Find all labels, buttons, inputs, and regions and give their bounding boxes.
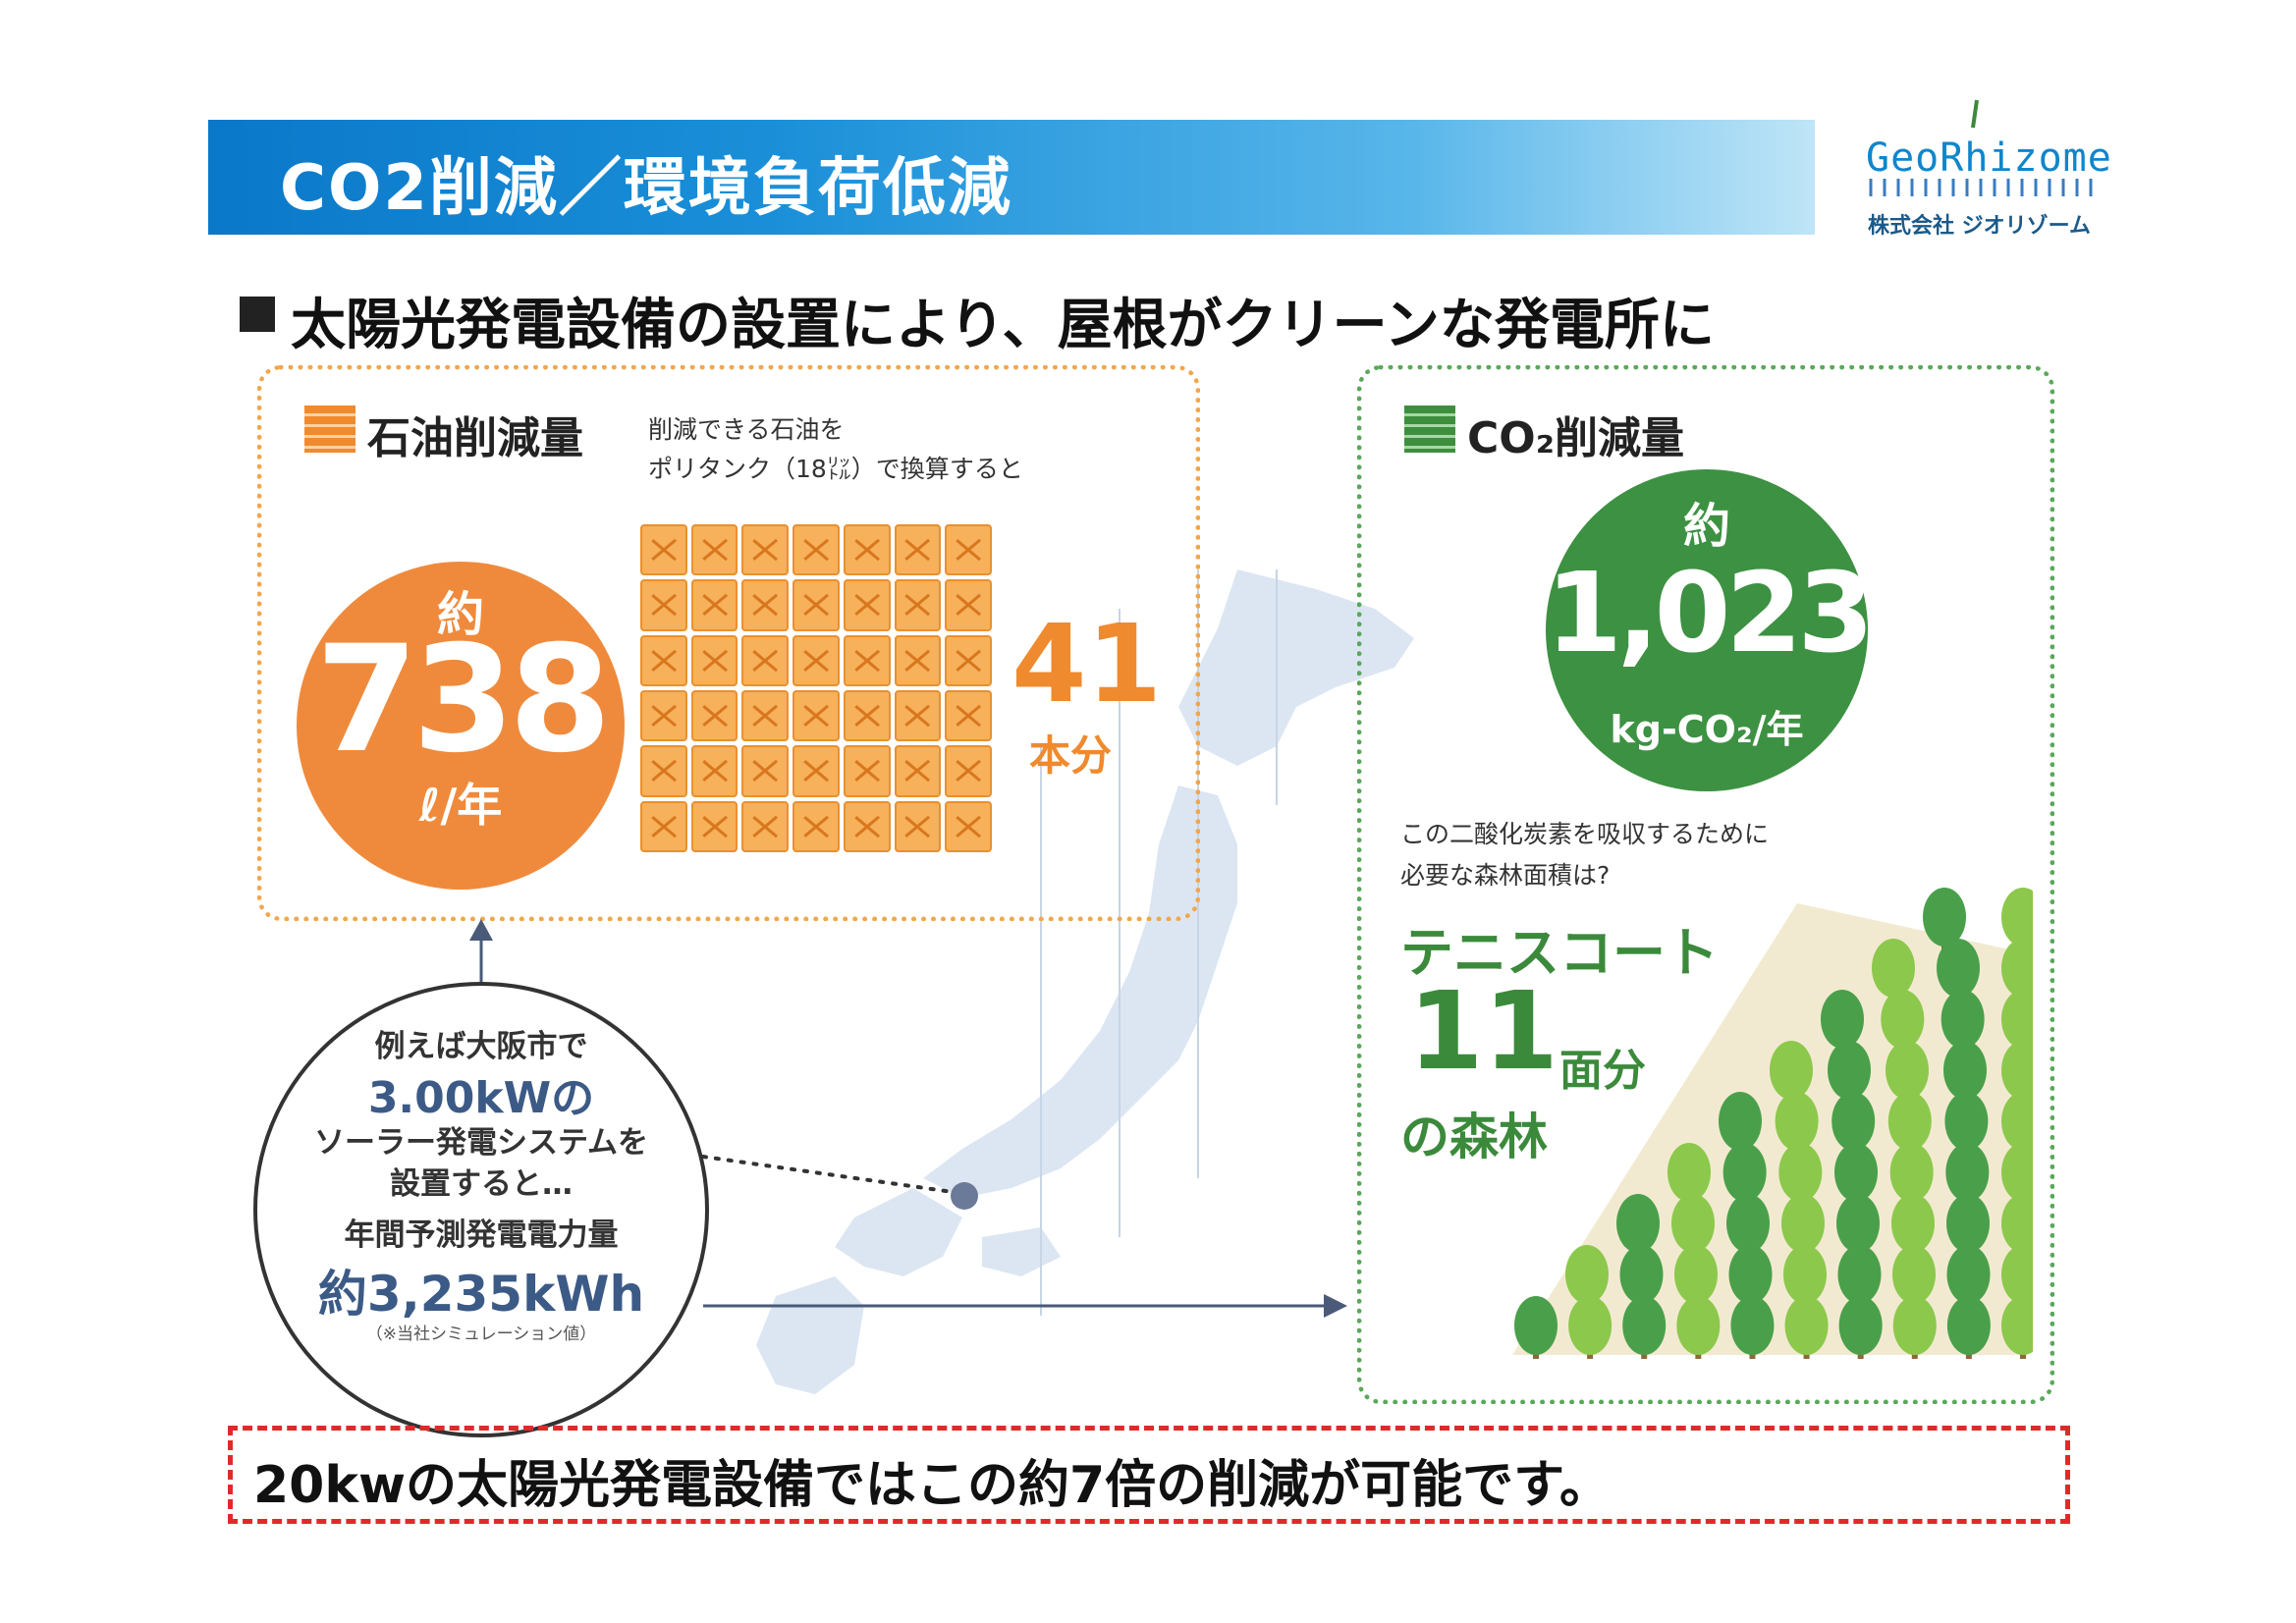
osaka-capacity: 3.00kWの [367, 1073, 595, 1123]
polytank-icon [741, 689, 790, 742]
tank-count-unit: 本分 [1029, 731, 1113, 780]
co2-reduction-panel [1357, 365, 2054, 1404]
polytank-icon [945, 689, 992, 742]
tree-icon [1676, 1296, 1721, 1359]
polytank-icon [843, 745, 891, 797]
polytank-icon [894, 524, 942, 576]
polytank-icon [690, 745, 738, 797]
polytank-icon [690, 579, 738, 631]
polytank-icon [945, 579, 992, 631]
osaka-line1: 例えば大阪市で [374, 1029, 588, 1064]
polytank-icon [793, 689, 840, 742]
polytank-icon [843, 800, 891, 852]
tennis-court-label: テニスコート [1400, 922, 1719, 984]
oil-note-line2: ポリタンク（18㍑）で換算すると [648, 455, 1023, 483]
court-count-unit: 面分 [1559, 1046, 1646, 1096]
section-heading: 太陽光発電設備の設置により、屋根がクリーンな発電所に [291, 281, 1715, 360]
polytank-icon [945, 745, 992, 797]
title-banner [208, 120, 1815, 235]
polytank-icon [690, 800, 738, 852]
bottom-callout-text: 20kwの太陽光発電設備ではこの約7倍の削減が可能です。 [253, 1456, 1611, 1515]
polytank-icon [640, 745, 687, 797]
co2-striped-square-icon [1404, 406, 1455, 453]
polytank-icon [793, 745, 840, 797]
polytank-icon [793, 800, 840, 852]
osaka-line5: 年間予測発電電力量 [344, 1217, 619, 1253]
polytank-icon [894, 579, 942, 631]
polytank-grid [640, 524, 992, 852]
osaka-line4: 設置すると… [390, 1166, 573, 1202]
logo-company-name: 株式会社 ジオリゾーム [1868, 214, 2091, 239]
polytank-icon [640, 800, 687, 852]
oil-note-line1: 削減できる石油を [648, 415, 845, 444]
oil-approx-label: 約 [436, 587, 484, 642]
co2-amount-circle [1546, 469, 1868, 791]
polytank-icon [741, 745, 790, 797]
forest-illustration [1512, 888, 2033, 1359]
tree-icon [1838, 1296, 1883, 1359]
polytank-icon [945, 524, 992, 576]
tree-icon [1568, 1296, 1613, 1359]
osaka-line3: ソーラー発電システムを [313, 1125, 649, 1161]
section-heading-text: 太陽光発電設備の設置により、屋根がクリーンな発電所に [291, 294, 1715, 357]
polytank-icon [793, 524, 840, 576]
polytank-icon [640, 689, 687, 742]
polytank-icon [843, 634, 891, 686]
polytank-icon [894, 634, 942, 686]
forest-suffix-label: の森林 [1400, 1109, 1548, 1165]
forest-note-line2: 必要な森林面積は? [1400, 861, 1611, 890]
forest-note-line1: この二酸化炭素を吸収するために [1400, 820, 1770, 848]
polytank-icon [690, 689, 738, 742]
osaka-example-circle [253, 982, 709, 1437]
co2-approx-label: 約 [1682, 499, 1730, 554]
co2-amount-unit: kg-CO₂/年 [1610, 708, 1804, 751]
polytank-icon [640, 634, 687, 686]
polytank-icon [640, 579, 687, 631]
polytank-icon [945, 800, 992, 852]
osaka-footnote: （※当社シミュレーション値） [365, 1325, 597, 1344]
tank-count-value: 41 [1011, 601, 1163, 727]
polytank-icon [741, 524, 790, 576]
logo-wordmark: GeoRhizome [1866, 135, 2112, 181]
court-count-value: 11 [1408, 968, 1559, 1094]
polytank-icon [894, 689, 942, 742]
polytank-icon [894, 800, 942, 852]
tree-icon [1622, 1296, 1667, 1359]
bullet-square-icon [240, 297, 275, 332]
co2-amount-value: 1,023 [1546, 550, 1874, 677]
tree-icon [1923, 888, 1966, 950]
oil-amount-circle [297, 562, 625, 890]
polytank-icon [945, 634, 992, 686]
page-title: CO2削減／環境負荷低減 [280, 152, 1012, 225]
polytank-icon [690, 524, 738, 576]
polytank-icon [640, 524, 687, 576]
tree-icon [1730, 1296, 1775, 1359]
georhizome-logo [1869, 99, 2093, 196]
polytank-icon [690, 634, 738, 686]
polytank-icon [741, 634, 790, 686]
tree-icon [2001, 1296, 2033, 1359]
tree-icon [1784, 1296, 1829, 1359]
tree-icon [1946, 1296, 1991, 1359]
tree-icon [1892, 1296, 1937, 1359]
co2-reduction-label: CO₂削減量 [1467, 413, 1684, 463]
polytank-icon [741, 800, 790, 852]
oil-amount-value: 738 [315, 615, 611, 785]
polytank-icon [741, 579, 790, 631]
polytank-icon [793, 634, 840, 686]
osaka-annual-output: 約3,235kWh [317, 1266, 645, 1323]
tree-icon [1514, 1296, 1558, 1359]
polytank-icon [843, 579, 891, 631]
oil-reduction-label: 石油削減量 [367, 413, 583, 463]
polytank-icon [843, 524, 891, 576]
oil-amount-unit: ℓ/年 [418, 779, 503, 832]
polytank-icon [894, 745, 942, 797]
oil-striped-square-icon [304, 406, 355, 453]
polytank-icon [793, 579, 840, 631]
polytank-icon [843, 689, 891, 742]
bottom-callout-box [228, 1426, 2070, 1524]
oil-reduction-panel [257, 365, 1200, 921]
